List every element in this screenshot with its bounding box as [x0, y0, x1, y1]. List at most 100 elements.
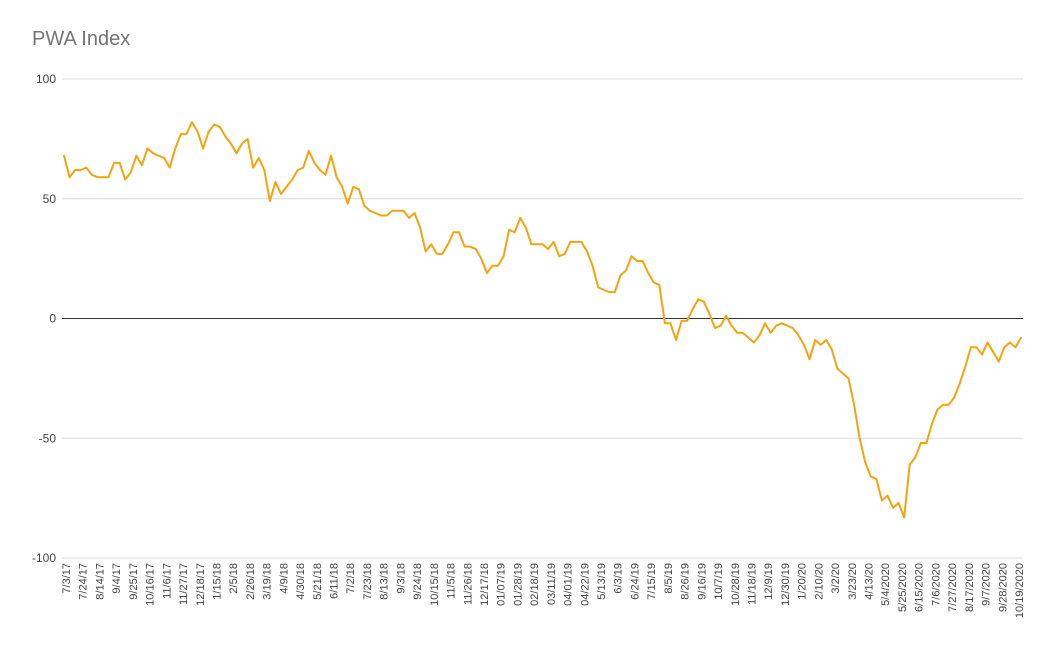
data-point — [992, 351, 995, 353]
data-point — [814, 339, 817, 341]
data-point — [741, 331, 744, 334]
data-point — [146, 147, 149, 150]
data-point — [63, 154, 65, 157]
data-point — [803, 343, 805, 346]
data-point — [291, 178, 294, 181]
data-point — [675, 339, 677, 341]
x-tick-label: 11/6/17 — [161, 563, 173, 599]
data-point — [185, 133, 188, 135]
x-tick-label: 2/10/20 — [813, 563, 825, 600]
data-point — [90, 173, 93, 176]
data-point — [152, 152, 154, 155]
data-point — [808, 358, 811, 361]
x-tick-label: 9/25/17 — [128, 563, 140, 600]
data-point — [881, 499, 883, 502]
data-point — [842, 372, 844, 375]
data-point — [847, 377, 850, 380]
x-tick-label: 3/23/20 — [847, 563, 859, 600]
data-point — [385, 214, 388, 217]
data-point — [563, 252, 566, 255]
x-tick-label: 7/23/18 — [362, 563, 374, 600]
x-tick-label: 9/7/2020 — [981, 563, 993, 606]
data-point — [664, 322, 666, 325]
x-tick-label: 7/3/17 — [61, 563, 73, 594]
data-point — [819, 343, 822, 346]
data-point — [458, 231, 460, 234]
data-point — [74, 169, 77, 171]
data-point — [669, 322, 672, 325]
data-point — [241, 142, 243, 145]
data-point — [686, 319, 689, 322]
data-point — [313, 161, 316, 164]
data-point — [380, 214, 383, 217]
data-point — [319, 169, 321, 171]
data-point — [141, 164, 143, 167]
data-point — [102, 176, 104, 179]
data-point — [474, 248, 477, 250]
data-point — [530, 243, 533, 246]
data-point — [825, 339, 828, 341]
data-point — [502, 255, 505, 258]
x-tick-label: 3/19/18 — [262, 563, 274, 600]
data-point — [775, 324, 778, 327]
data-point — [858, 437, 861, 440]
data-point — [613, 291, 616, 294]
x-tick-label: 9/28/2020 — [997, 563, 1009, 612]
x-tick-label: 8/13/18 — [379, 563, 391, 600]
data-point — [85, 166, 88, 169]
gridlines — [62, 78, 1023, 559]
data-point — [897, 502, 900, 504]
data-point — [602, 288, 605, 291]
data-point — [129, 171, 132, 174]
x-tick-label: 7/2/18 — [345, 563, 357, 594]
data-point — [179, 133, 182, 135]
data-point — [758, 334, 761, 337]
data-point — [218, 126, 221, 128]
data-point — [352, 185, 355, 188]
data-point — [586, 250, 588, 253]
data-point — [330, 154, 332, 157]
data-point — [836, 367, 839, 370]
data-point — [202, 147, 205, 150]
data-point — [252, 166, 255, 169]
data-point — [791, 327, 794, 329]
data-series — [63, 121, 1022, 519]
data-point — [619, 274, 622, 277]
data-point — [1014, 346, 1017, 349]
data-point — [764, 322, 766, 325]
x-tick-label: 4/9/18 — [278, 563, 290, 594]
x-tick-label: 8/5/19 — [663, 563, 675, 594]
data-point — [497, 264, 499, 267]
data-point — [374, 212, 377, 215]
x-tick-label: 5/21/18 — [312, 563, 324, 600]
x-tick-label: 7/24/17 — [78, 563, 90, 600]
data-point — [625, 269, 627, 272]
data-point — [986, 341, 989, 344]
x-tick-label: 3/2/20 — [830, 563, 842, 594]
data-point — [96, 176, 99, 179]
data-point — [463, 245, 466, 248]
data-point — [591, 264, 594, 267]
data-point — [691, 308, 694, 310]
data-point — [296, 169, 299, 171]
data-point — [875, 478, 878, 480]
data-point — [196, 130, 199, 133]
x-tick-label: 7/15/19 — [646, 563, 658, 600]
data-point — [391, 209, 394, 212]
data-point — [207, 130, 210, 133]
x-tick-label: 8/17/2020 — [964, 563, 976, 612]
data-point — [736, 331, 739, 334]
data-point — [786, 324, 789, 327]
data-point — [725, 315, 728, 318]
data-point — [925, 442, 928, 444]
x-tick-label: 9/4/17 — [111, 563, 123, 594]
data-point — [485, 272, 488, 274]
chart-title: PWA Index — [32, 28, 131, 50]
data-point — [641, 260, 644, 262]
data-point — [413, 212, 416, 215]
x-tick-label: 04/01/19 — [563, 563, 575, 606]
data-point — [396, 209, 399, 212]
data-point — [702, 300, 705, 303]
data-point — [580, 240, 583, 243]
data-point — [569, 240, 572, 243]
